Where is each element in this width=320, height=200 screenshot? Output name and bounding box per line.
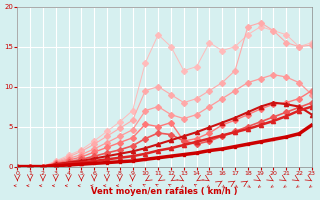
X-axis label: Vent moyen/en rafales ( km/h ): Vent moyen/en rafales ( km/h ) — [91, 187, 238, 196]
